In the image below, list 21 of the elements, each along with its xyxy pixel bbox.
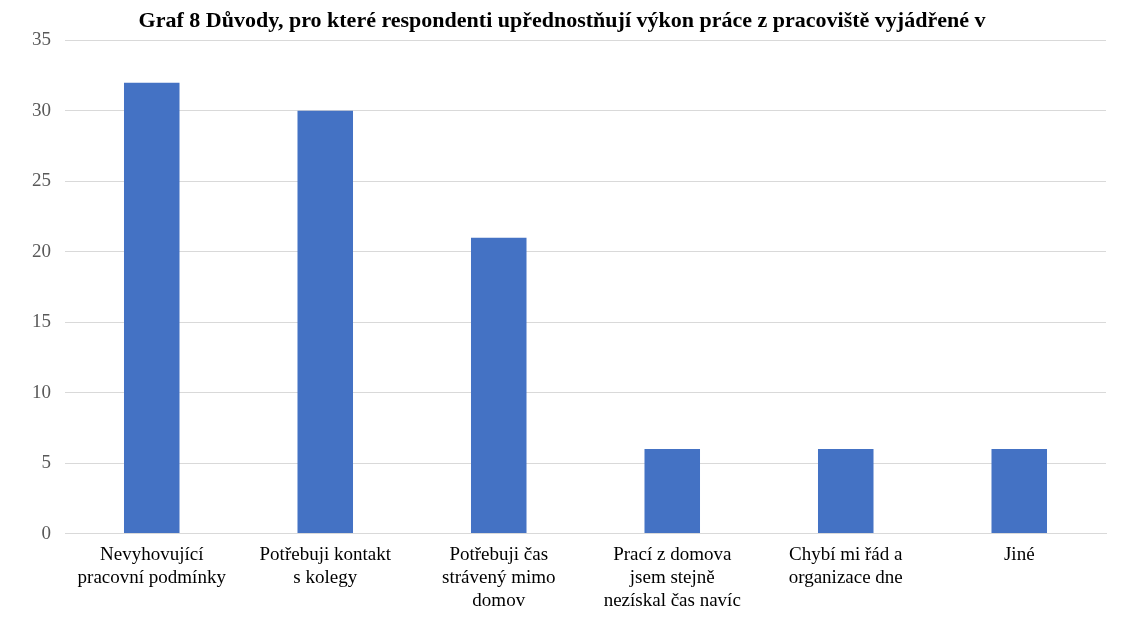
bar bbox=[991, 449, 1048, 534]
bar bbox=[644, 449, 701, 534]
x-tick-label: Potřebuji kontakt s kolegy bbox=[259, 542, 392, 587]
bar bbox=[297, 110, 354, 534]
y-tick-label: 30 bbox=[32, 98, 51, 120]
y-tick-label: 35 bbox=[32, 28, 51, 50]
x-tick-label: Chybí mi řád a organizace dne bbox=[788, 542, 904, 587]
bar bbox=[817, 449, 874, 534]
x-tick-label: Nevyhovující pracovní podmínky bbox=[77, 542, 227, 587]
y-tick-label: 15 bbox=[32, 310, 51, 332]
bar bbox=[123, 82, 180, 534]
y-tick-label: 0 bbox=[41, 521, 51, 543]
x-tick-label: Potřebuji čas strávený mimo domov bbox=[442, 542, 556, 610]
y-tick-label: 25 bbox=[32, 169, 51, 191]
y-tick-label: 5 bbox=[41, 451, 51, 473]
bar bbox=[470, 237, 527, 534]
chart-title: Graf 8 Důvody, pro které respondenti upřednostňují výkon práce z pracoviště vyjádřené v bbox=[138, 6, 986, 32]
x-tick-label: Prací z domova jsem stejně nezískal čas navíc bbox=[603, 542, 741, 610]
x-tick-label: Jiné bbox=[1003, 542, 1035, 564]
y-tick-label: 20 bbox=[32, 239, 51, 261]
y-tick-label: 10 bbox=[32, 380, 51, 402]
